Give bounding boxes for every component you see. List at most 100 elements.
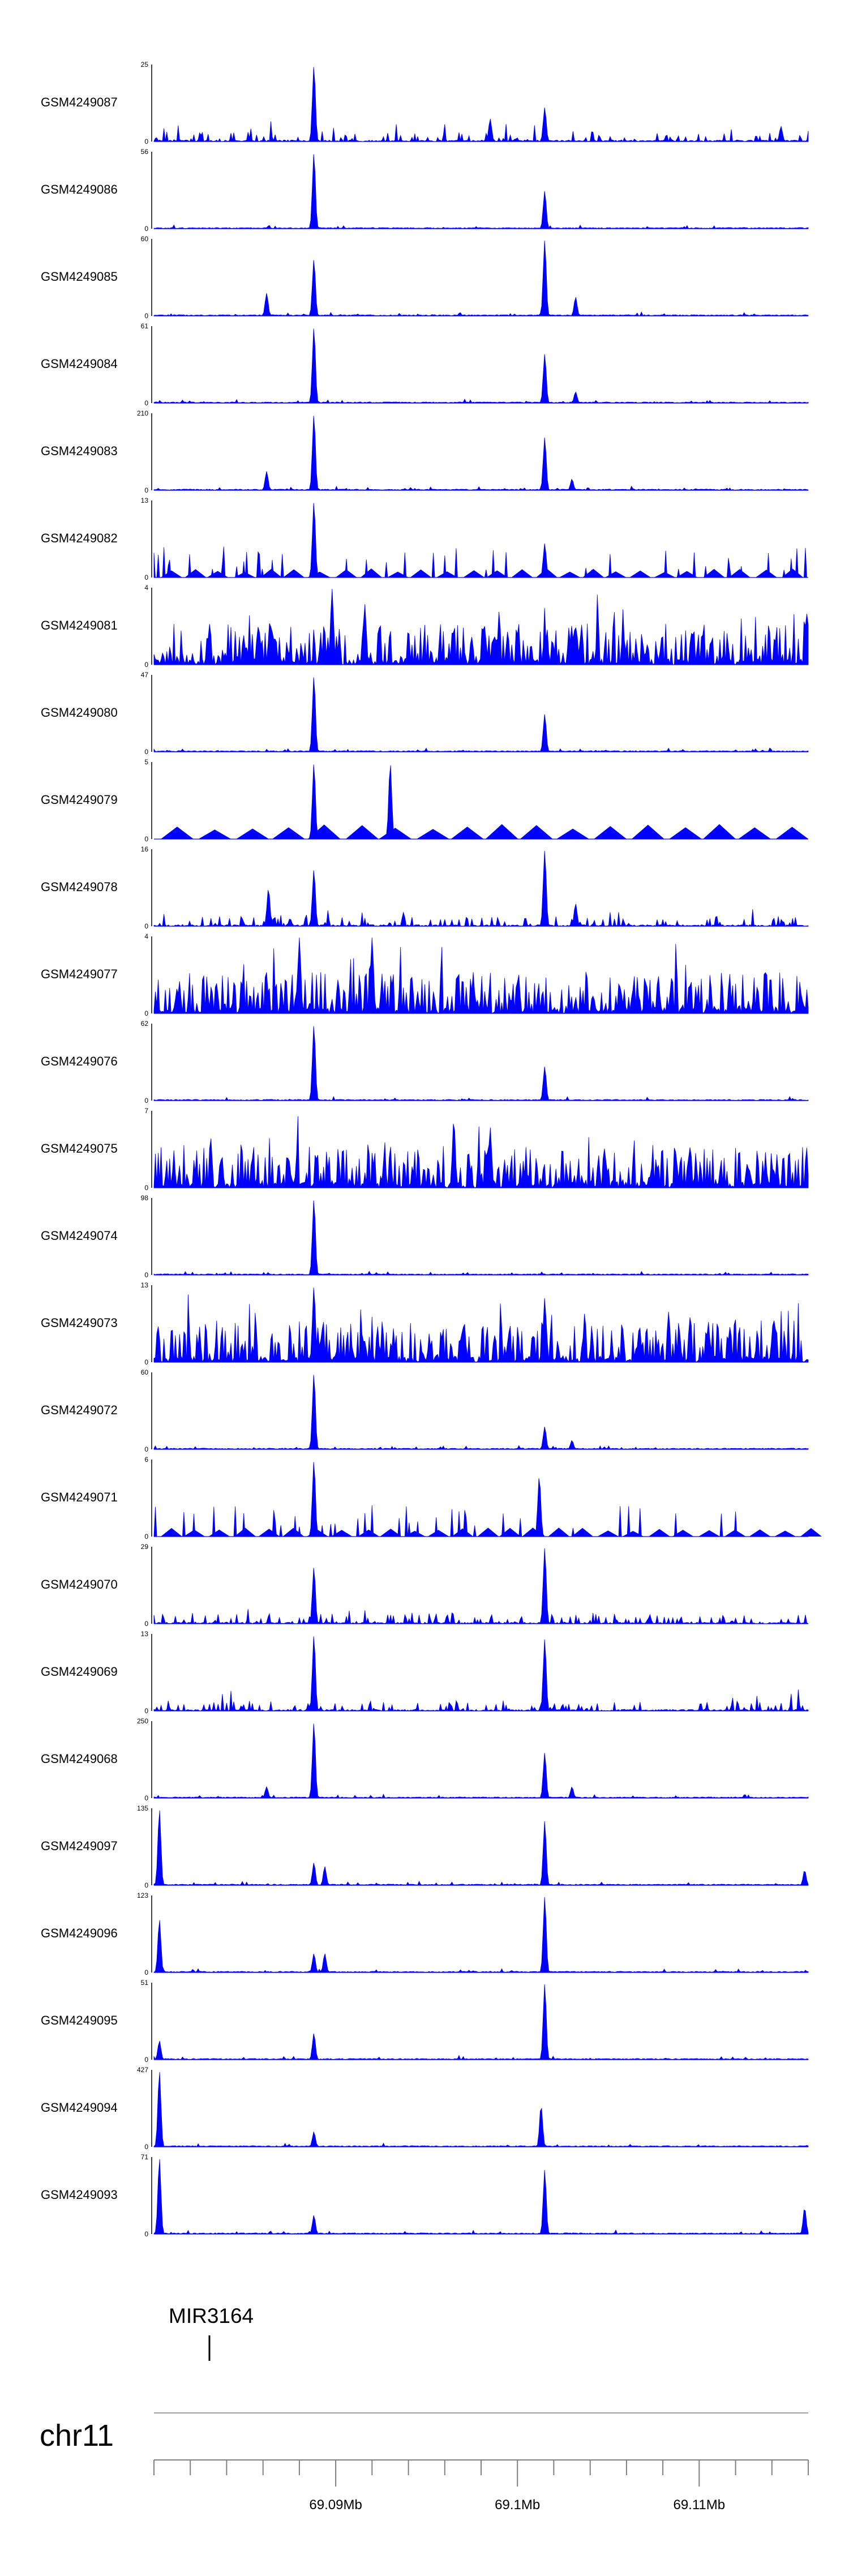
track-ymax-label: 5 (144, 758, 148, 766)
coverage-bin (198, 829, 231, 839)
coverage-bin (548, 1527, 570, 1537)
track-ymin-label: 0 (144, 1707, 148, 1715)
track-GSM4249078: GSM4249078 16 0 (41, 845, 809, 930)
coverage-tracks: GSM4249087250GSM4249086560GSM4249085600G… (41, 61, 822, 2238)
track-ymin-label: 0 (144, 1533, 148, 1541)
track-GSM4249071: GSM4249071 6 0 (41, 1456, 822, 1541)
coverage-bin (597, 1530, 619, 1537)
coverage-bin (282, 1527, 305, 1537)
chromosome-label: chr11 (40, 2419, 114, 2453)
coverage-bin (272, 827, 305, 839)
coverage-bin (283, 569, 305, 577)
track-ymax-label: 13 (141, 497, 149, 504)
coverage-bin (629, 570, 651, 577)
coverage-bin (582, 568, 604, 577)
coverage-bin (594, 826, 627, 839)
track-label: GSM4249095 (41, 2013, 118, 2027)
coverage-area (153, 67, 809, 143)
track-label: GSM4249077 (41, 967, 118, 981)
track-ymax-label: 51 (141, 1979, 149, 1987)
track-ymax-label: 98 (141, 1194, 149, 1202)
coverage-bin (452, 1528, 474, 1537)
coverage-area (153, 154, 809, 229)
track-ymax-label: 16 (141, 845, 149, 853)
track-ymin-label: 0 (144, 399, 148, 407)
track-label: GSM4249078 (41, 880, 118, 894)
track-label: GSM4249071 (41, 1490, 118, 1504)
track-ymin-label: 0 (144, 1358, 148, 1366)
track-ymax-label: 60 (141, 1368, 149, 1376)
coverage-area (153, 589, 809, 666)
track-label: GSM4249068 (41, 1752, 118, 1766)
coverage-area (153, 1548, 809, 1625)
track-GSM4249084: GSM4249084 61 0 (41, 322, 809, 407)
coverage-bin (698, 1530, 720, 1537)
track-GSM4249086: GSM4249086 56 0 (41, 148, 809, 233)
coverage-area (153, 1375, 809, 1450)
track-ymin-label: 0 (144, 225, 148, 233)
coverage-area (153, 677, 809, 752)
track-label: GSM4249097 (41, 1839, 118, 1853)
track-ymin-label: 0 (144, 1097, 148, 1105)
coverage-area (153, 503, 808, 578)
track-label: GSM4249094 (41, 2100, 118, 2115)
chromosome-axis: chr11 69.09Mb 69.1Mb 69.11Mb (40, 2412, 809, 2513)
coverage-bin (208, 1529, 230, 1537)
track-label: GSM4249074 (41, 1229, 118, 1243)
coverage-bin (161, 570, 182, 577)
coverage-bin (234, 1527, 256, 1537)
track-GSM4249068: GSM4249068 250 0 (41, 1717, 809, 1802)
track-ymin-label: 0 (144, 574, 148, 581)
track-label: GSM4249069 (41, 1664, 118, 1679)
coverage-bin (463, 570, 485, 577)
coverage-area (153, 1200, 809, 1276)
track-GSM4249082: GSM4249082 13 0 (41, 497, 808, 581)
gene-annotation-track: MIR3164 (169, 2304, 254, 2361)
coverage-bin (451, 827, 484, 839)
track-label: GSM4249087 (41, 95, 118, 109)
coverage-bin (410, 569, 432, 577)
track-ymin-label: 0 (144, 2230, 148, 2238)
track-ymin-label: 0 (144, 661, 148, 669)
coverage-bin (749, 1529, 771, 1537)
track-label: GSM4249096 (41, 1926, 118, 1940)
coverage-area (153, 1984, 809, 2060)
track-ymin-label: 0 (144, 1881, 148, 1889)
track-ymin-label: 0 (144, 922, 148, 930)
track-ymin-label: 0 (144, 138, 148, 146)
track-label: GSM4249073 (41, 1316, 118, 1330)
track-GSM4249094: GSM4249094 427 0 (41, 2066, 809, 2151)
track-ymax-label: 25 (141, 61, 149, 69)
track-label: GSM4249076 (41, 1054, 118, 1068)
track-ymin-label: 0 (144, 312, 148, 320)
track-label: GSM4249079 (41, 793, 118, 807)
track-GSM4249076: GSM4249076 62 0 (41, 1020, 809, 1105)
coverage-area (153, 1287, 809, 1363)
track-ymin-label: 0 (144, 1009, 148, 1017)
track-ymax-label: 60 (141, 235, 149, 243)
coverage-bin (800, 1528, 822, 1537)
coverage-bin (631, 824, 664, 839)
track-ymin-label: 0 (144, 2143, 148, 2151)
track-ymax-label: 4 (144, 584, 148, 592)
gene-label: MIR3164 (169, 2304, 254, 2327)
track-GSM4249087: GSM4249087 25 0 (41, 61, 809, 146)
track-GSM4249093: GSM4249093 71 0 (41, 2153, 809, 2238)
coverage-area (153, 2072, 809, 2147)
coverage-bin (417, 829, 449, 839)
coverage-area (153, 2159, 809, 2235)
track-GSM4249075: GSM4249075 7 0 (41, 1107, 809, 1192)
tick-label: 69.1Mb (495, 2497, 540, 2513)
track-GSM4249073: GSM4249073 13 0 (41, 1281, 809, 1366)
track-ymin-label: 0 (144, 486, 148, 494)
coverage-area (153, 1897, 809, 1973)
track-label: GSM4249081 (41, 618, 118, 632)
tick-label: 69.09Mb (309, 2497, 362, 2513)
coverage-bin (427, 1530, 449, 1537)
track-ymin-label: 0 (144, 1794, 148, 1802)
coverage-bin (161, 827, 194, 839)
track-label: GSM4249086 (41, 182, 118, 196)
track-ymin-label: 0 (144, 835, 148, 843)
track-label: GSM4249082 (41, 531, 118, 545)
coverage-bin (669, 827, 702, 839)
